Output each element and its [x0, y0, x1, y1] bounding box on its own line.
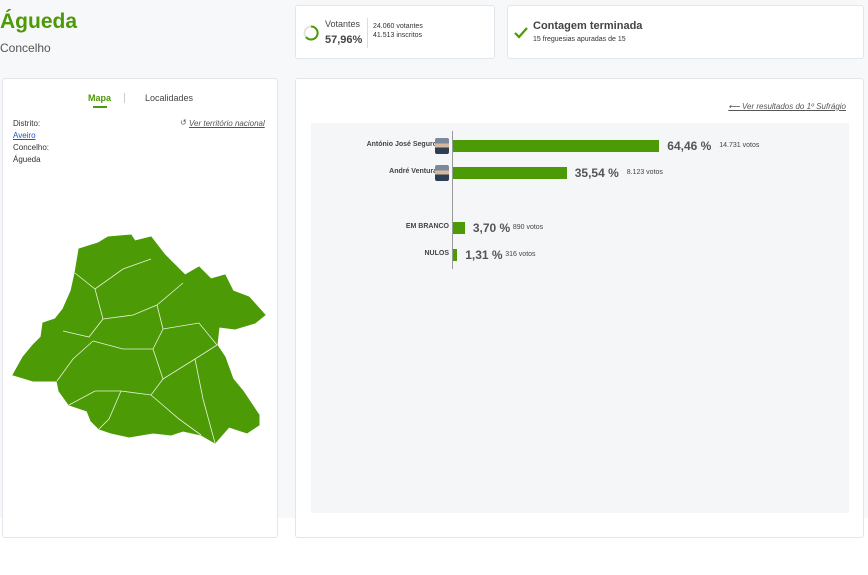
bar	[453, 249, 458, 261]
status-card: Contagem terminada 15 freguesias apurada…	[507, 5, 864, 59]
candidate-photo	[435, 165, 449, 181]
votes-label: 14.731 votos	[719, 142, 760, 149]
bar	[453, 222, 465, 234]
results-area: António José Seguro 64,46 % 14.731 votos An…	[311, 123, 849, 513]
value-label: 1,31 %	[465, 248, 503, 262]
national-link[interactable]: Ver território nacional	[189, 119, 265, 128]
field-label: Distrito:	[13, 119, 41, 128]
row-label: EM BRANCO	[405, 223, 449, 230]
tab-underline	[93, 106, 107, 108]
voters: 24.060 votantes	[373, 23, 423, 30]
row-label: António José Seguro	[366, 141, 437, 148]
divider	[367, 18, 368, 48]
turnout-percent: 57,96%	[325, 34, 363, 46]
bar	[453, 167, 567, 179]
row-label: André Ventura	[389, 168, 437, 175]
votes-label: 890 votos	[512, 224, 544, 231]
first-round-link[interactable]: ⟵ Ver resultados do 1º Sufrágio	[728, 102, 846, 111]
field-label: Concelho:	[13, 143, 50, 152]
status-detail: 15 freguesias apuradas de 15	[533, 36, 626, 43]
turnout-label: Votantes	[325, 19, 361, 29]
title: Águeda	[0, 10, 78, 33]
subtitle: Concelho	[0, 41, 51, 55]
tab-localities[interactable]: Localidades	[145, 93, 194, 103]
progress-ring	[303, 25, 319, 41]
axis-line	[452, 131, 453, 269]
votes-label: 316 votos	[505, 251, 536, 258]
tab-map[interactable]: Mapa	[88, 93, 112, 103]
candidate-photo	[435, 138, 449, 154]
field-value: Águeda	[13, 155, 41, 164]
reset-icon: ↺	[180, 118, 187, 127]
value-label: 35,54 %	[574, 166, 619, 180]
registered: 41.513 inscritos	[373, 32, 423, 39]
field-value[interactable]: Aveiro	[13, 131, 36, 140]
value-label: 64,46 %	[667, 139, 712, 153]
link-text[interactable]: Ver resultados do 1º Sufrágio	[741, 102, 846, 111]
status-title: Contagem terminada	[533, 20, 643, 32]
check-icon	[514, 27, 528, 39]
right-panel: ⟵ Ver resultados do 1º Sufrágio António …	[295, 78, 864, 538]
link-arrow: ⟵	[728, 102, 742, 111]
bar	[453, 140, 660, 152]
map[interactable]	[3, 219, 279, 449]
row-label: NULOS	[424, 250, 450, 257]
votes-label: 8.123 votos	[626, 169, 663, 176]
left-panel: Mapa Localidades Ver território nacional…	[2, 78, 278, 538]
value-label: 3,70 %	[472, 221, 511, 235]
divider	[124, 93, 125, 103]
turnout-card: Votantes 57,96% 24.060 votantes 41.513 i…	[295, 5, 495, 59]
